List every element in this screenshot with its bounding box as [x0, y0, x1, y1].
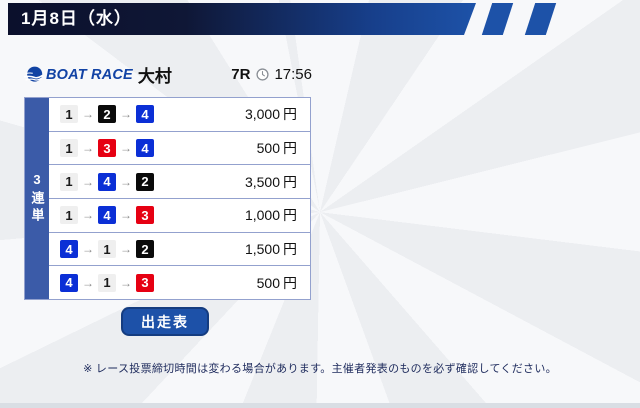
boatrace-brand: BOAT RACE 大村: [24, 62, 172, 87]
entry-list-button[interactable]: 出走表: [121, 307, 209, 336]
boat-number-box: 1: [60, 105, 78, 124]
bet-amount: 3,500 円: [244, 173, 297, 190]
bet-row: 1 → 2 → 4 3,000 円: [49, 98, 310, 132]
boat-number-box: 3: [136, 273, 154, 292]
bet-combination: 1 → 3 → 4: [60, 139, 154, 157]
boat-number-box: 4: [98, 206, 116, 225]
arrow-icon: →: [120, 275, 132, 290]
bet-amount: 1,000 円: [244, 207, 297, 224]
race-number: 7R: [231, 66, 251, 83]
date-text: 1月8日（水）: [21, 9, 132, 28]
bet-row: 4 → 1 → 2 1,500 円: [49, 233, 310, 267]
disclaimer-note: ※ レース投票締切時間は変わる場合があります。主催者発表のものを必ず確認してくだ…: [83, 363, 557, 375]
boat-number-box: 1: [60, 172, 78, 191]
boat-number-box: 4: [136, 105, 154, 124]
arrow-icon: →: [120, 141, 132, 155]
date-banner: 1月8日（水）: [8, 3, 476, 35]
bet-row: 1 → 3 → 4 500 円: [49, 132, 310, 166]
boatrace-swirl-icon: [24, 65, 43, 84]
arrow-icon: →: [82, 242, 94, 257]
arrow-icon: →: [82, 174, 94, 189]
arrow-icon: →: [82, 208, 94, 223]
bottom-divider: [0, 403, 640, 408]
race-info: 7R 17:56: [231, 66, 312, 83]
arrow-icon: →: [120, 208, 132, 223]
boat-number-box: 1: [60, 206, 78, 225]
boat-number-box: 2: [136, 172, 154, 191]
bet-combination: 1 → 4 → 3: [60, 206, 154, 225]
bet-row: 1 → 4 → 3 1,000 円: [49, 199, 310, 233]
bet-combination: 1 → 4 → 2: [60, 172, 154, 191]
arrow-icon: →: [120, 174, 132, 189]
boat-number-box: 2: [136, 240, 154, 259]
banner-slash-icon: [481, 3, 514, 35]
bet-row: 1 → 4 → 2 3,500 円: [49, 165, 310, 200]
boat-number-box: 4: [60, 240, 78, 259]
boat-number-box: 1: [98, 240, 116, 259]
boat-number-box: 4: [60, 273, 78, 292]
bet-rows: 1 → 2 → 4 3,000 円 1 → 3 → 4 500 円 1 → 4 → 2 3,500 円 1 → 4 → 3 1,00…: [49, 98, 310, 299]
bet-amount: 500 円: [256, 274, 297, 291]
clock-icon: [256, 68, 270, 81]
deadline-time: 17:56: [274, 66, 312, 83]
boat-number-box: 3: [136, 206, 154, 225]
arrow-icon: →: [82, 275, 94, 290]
boat-number-box: 3: [98, 139, 116, 157]
bet-combination: 4 → 1 → 3: [60, 273, 154, 292]
bet-combination: 1 → 2 → 4: [60, 105, 154, 124]
boat-number-box: 1: [60, 139, 78, 157]
venue-name: 大村: [137, 67, 172, 86]
bet-type-label: 3連単: [25, 98, 49, 299]
banner-slash-icon: [524, 3, 557, 35]
bet-amount: 1,500 円: [244, 241, 297, 258]
brand-name: BOAT RACE: [46, 66, 133, 83]
race-header: BOAT RACE 大村 7R 17:56: [24, 61, 312, 88]
boat-number-box: 4: [98, 172, 116, 191]
bet-amount: 500 円: [256, 140, 297, 156]
arrow-icon: →: [82, 107, 94, 122]
boat-number-box: 4: [136, 139, 154, 157]
arrow-icon: →: [82, 141, 94, 155]
boat-number-box: 1: [98, 273, 116, 292]
trifecta-bet-table: 3連単 1 → 2 → 4 3,000 円 1 → 3 → 4 500 円 1 → 4 → 2 3,500 円 1 → 4 → 3…: [24, 97, 311, 300]
bet-amount: 3,000 円: [244, 106, 297, 123]
arrow-icon: →: [120, 242, 132, 257]
bet-combination: 4 → 1 → 2: [60, 240, 154, 259]
arrow-icon: →: [120, 107, 132, 122]
bet-row: 4 → 1 → 3 500 円: [49, 266, 310, 299]
boat-number-box: 2: [98, 105, 116, 124]
